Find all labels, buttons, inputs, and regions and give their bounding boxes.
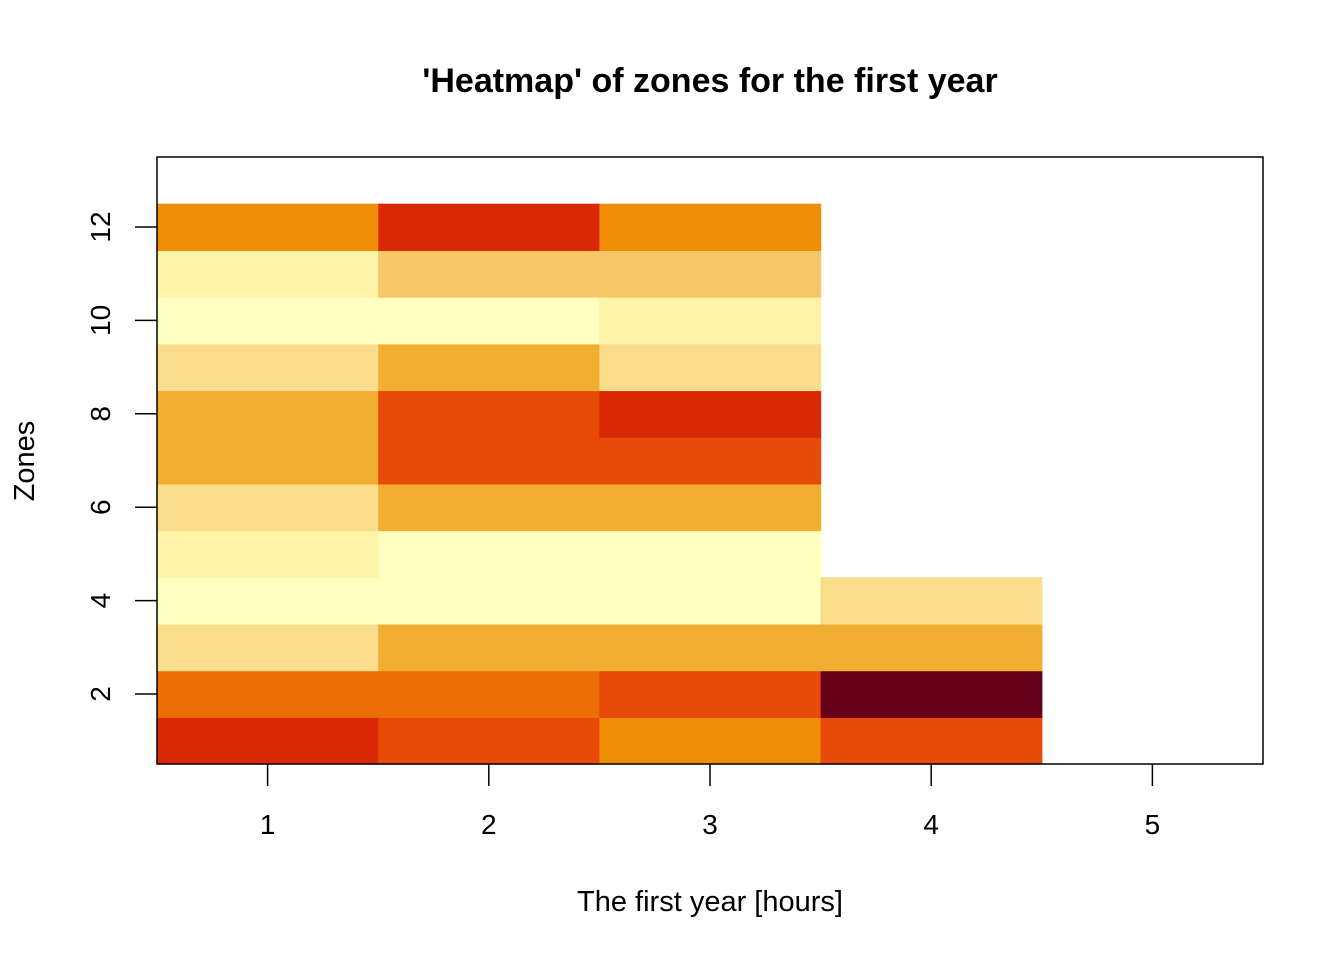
heatmap-cell	[599, 623, 822, 672]
heatmap-cell	[599, 203, 822, 251]
heatmap-cell	[820, 717, 1043, 765]
heatmap-cell	[599, 390, 822, 438]
heatmap-cell	[599, 530, 822, 578]
heatmap-cell	[157, 717, 379, 765]
heatmap-cell	[378, 483, 600, 532]
x-tick-label: 4	[923, 809, 939, 840]
y-tick-label: 6	[85, 499, 116, 515]
heatmap-cell	[820, 577, 1043, 625]
heatmap-cell	[157, 670, 379, 718]
heatmap-cell	[378, 297, 600, 345]
heatmap-cell	[157, 203, 379, 251]
heatmap-cell	[599, 297, 822, 345]
heatmap-cell	[599, 717, 822, 765]
heatmap-cell	[378, 250, 600, 298]
heatmap-cell	[820, 670, 1043, 718]
heatmap-cell	[157, 577, 379, 625]
chart-title: 'Heatmap' of zones for the first year	[422, 62, 997, 100]
heatmap-cell	[378, 670, 600, 718]
heatmap-cell	[157, 297, 379, 345]
heatmap-cell	[599, 483, 822, 532]
heatmap-cell	[599, 670, 822, 718]
y-tick-label: 2	[85, 686, 116, 702]
x-tick-label: 3	[702, 809, 718, 840]
heatmap-cell	[599, 343, 822, 392]
heatmap-cell	[157, 343, 379, 392]
x-tick-label: 5	[1145, 809, 1161, 840]
heatmap-cell	[378, 390, 600, 438]
heatmap-cell	[378, 530, 600, 578]
heatmap-cell	[378, 343, 600, 392]
heatmap-cell	[599, 250, 822, 298]
heatmap-cell	[378, 577, 600, 625]
heatmap-cell	[157, 483, 379, 532]
heatmap-cell	[820, 623, 1043, 672]
y-tick-label: 8	[85, 406, 116, 422]
heatmap-cell	[157, 390, 379, 438]
x-tick-label: 2	[481, 809, 497, 840]
heatmap-cell	[157, 250, 379, 298]
heatmap-cell	[378, 717, 600, 765]
heatmap-cells	[157, 203, 1043, 765]
heatmap-cell	[378, 623, 600, 672]
heatmap-cell	[378, 203, 600, 251]
y-axis: 2 4 6 8 10 12	[85, 211, 157, 702]
x-axis: 1 2 3 4 5	[260, 764, 1160, 840]
heatmap-cell	[157, 437, 379, 485]
x-tick-label: 1	[260, 809, 276, 840]
heatmap-cell	[599, 577, 822, 625]
heatmap-cell	[378, 437, 600, 485]
heatmap-cell	[157, 530, 379, 578]
y-tick-label: 10	[85, 305, 116, 336]
y-tick-label: 4	[85, 593, 116, 609]
y-tick-label: 12	[85, 211, 116, 242]
y-axis-label: Zones	[9, 421, 41, 502]
x-axis-label: The first year [hours]	[577, 886, 843, 918]
heatmap-cell	[157, 623, 379, 672]
heatmap-cell	[599, 437, 822, 485]
